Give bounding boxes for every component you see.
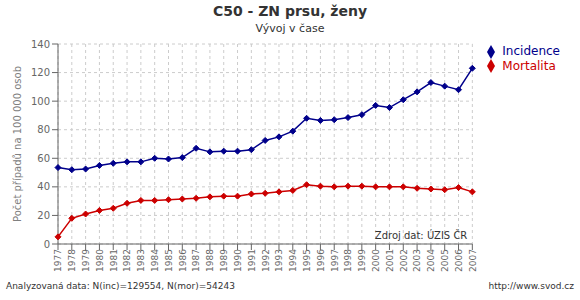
svg-text:1987: 1987	[191, 249, 201, 272]
svg-text:1990: 1990	[233, 249, 243, 272]
svg-text:2006: 2006	[454, 249, 464, 272]
svg-text:1978: 1978	[67, 249, 77, 272]
svg-text:1985: 1985	[164, 249, 174, 272]
svg-text:1998: 1998	[343, 249, 353, 272]
svg-text:1993: 1993	[274, 249, 284, 272]
svg-text:1982: 1982	[122, 249, 132, 272]
svg-text:Počet případů na 100 000 osob: Počet případů na 100 000 osob	[12, 66, 23, 222]
svg-text:100: 100	[31, 96, 50, 107]
svg-text:1996: 1996	[316, 249, 326, 272]
svg-text:1988: 1988	[205, 249, 215, 272]
svg-text:1991: 1991	[247, 249, 257, 272]
svg-text:1983: 1983	[136, 249, 146, 272]
svg-text:1980: 1980	[95, 249, 105, 272]
html-text:Vývoj v čase: Vývoj v čase	[255, 22, 325, 35]
svg-text:1986: 1986	[178, 249, 188, 272]
svg-text:80: 80	[37, 124, 50, 135]
svg-text:1992: 1992	[261, 249, 271, 272]
html-text:Mortalita: Mortalita	[502, 58, 556, 73]
svg-text:20: 20	[37, 210, 50, 221]
svg-text:120: 120	[31, 67, 50, 78]
svg-text:2001: 2001	[385, 249, 395, 272]
svg-text:2005: 2005	[440, 249, 450, 272]
svg-text:140: 140	[31, 39, 50, 50]
svg-text:2003: 2003	[412, 249, 422, 272]
svg-text:1979: 1979	[81, 249, 91, 272]
svg-text:2000: 2000	[371, 249, 381, 272]
svg-text:1989: 1989	[219, 249, 229, 272]
svg-text:40: 40	[37, 181, 50, 192]
svg-text:1999: 1999	[357, 249, 367, 272]
svg-text:Zdroj dat: ÚZIS ČR: Zdroj dat: ÚZIS ČR	[375, 229, 468, 241]
html-text:Incidence: Incidence	[502, 44, 560, 58]
svg-text:1997: 1997	[330, 249, 340, 272]
svg-text:0: 0	[44, 239, 50, 250]
html-text:Analyzovaná data: N(inc)=12955: Analyzovaná data: N(inc)=129554, N(mor)=…	[6, 281, 235, 291]
svg-text:1984: 1984	[150, 249, 160, 272]
html-text:http://www.svod.cz: http://www.svod.cz	[488, 281, 574, 291]
svg-text:2004: 2004	[426, 249, 436, 272]
svg-text:1981: 1981	[109, 249, 119, 272]
svg-text:1994: 1994	[288, 249, 298, 272]
svg-text:60: 60	[37, 153, 50, 164]
svg-text:1977: 1977	[53, 249, 63, 272]
svg-text:2007: 2007	[468, 249, 478, 272]
svg-text:1995: 1995	[302, 249, 312, 272]
svg-text:2002: 2002	[399, 249, 409, 272]
html-text:C50 - ZN prsu, ženy: C50 - ZN prsu, ženy	[212, 3, 368, 19]
